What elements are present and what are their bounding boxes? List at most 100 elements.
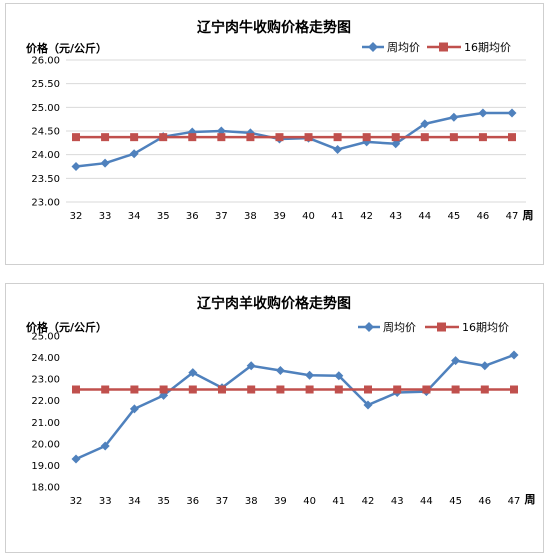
y-axis-label: 价格（元/公斤） [26, 320, 107, 334]
data-point-weekly [420, 119, 430, 129]
legend-avg-marker-icon [439, 42, 448, 52]
y-axis-label: 价格（元/公斤） [26, 41, 107, 55]
data-point-average [420, 133, 429, 142]
plot-area: 25.00 24.00 23.00 22.00 21.00 20.00 19.00 18.00… [31, 332, 520, 508]
x-axis-label: 周 [525, 493, 536, 506]
x-tick-label: 32 [70, 211, 83, 222]
data-point-average [480, 385, 489, 394]
data-point-weekly [100, 441, 110, 451]
data-point-average [362, 133, 371, 142]
data-point-weekly [71, 454, 81, 464]
legend-weekly-label: 周均价 [387, 41, 420, 54]
beef-price-chart-panel: 辽宁肉牛收购价格走势图 价格（元/公斤） 周 周均价 16期均价 26.00 25… [5, 3, 544, 265]
y-tick-label: 23.50 [31, 174, 60, 185]
data-point-average [451, 385, 460, 394]
y-tick-label: 20.00 [31, 439, 60, 450]
legend-weekly-marker-icon [368, 42, 378, 52]
y-tick-label: 22.00 [31, 396, 60, 407]
data-point-weekly [305, 370, 315, 380]
x-tick-label: 46 [478, 496, 491, 507]
x-tick-label: 42 [360, 211, 373, 222]
data-point-weekly [391, 139, 401, 149]
data-point-weekly [334, 371, 344, 381]
x-tick-label: 36 [186, 211, 199, 222]
x-tick-label: 41 [331, 211, 344, 222]
x-tick-label: 35 [157, 211, 170, 222]
x-tick-label: 36 [186, 496, 199, 507]
y-tick-label: 24.00 [31, 353, 60, 364]
series-line-weekly [75, 353, 515, 461]
x-tick-label: 45 [447, 211, 460, 222]
y-tick-label: 25.00 [31, 103, 60, 114]
data-point-average [159, 385, 168, 394]
x-tick-label: 47 [508, 496, 521, 507]
y-tick-label: 24.00 [31, 150, 60, 161]
data-point-weekly [246, 361, 256, 371]
data-point-average [159, 133, 168, 142]
x-tick-label: 32 [70, 496, 83, 507]
data-point-weekly [71, 162, 81, 171]
x-axis-label: 周 [523, 209, 534, 222]
x-tick-label: 39 [274, 496, 287, 507]
data-point-average [218, 385, 226, 394]
x-tick-label: 44 [418, 211, 431, 222]
data-point-average [508, 133, 516, 142]
data-point-weekly [509, 350, 519, 360]
data-point-weekly [188, 368, 198, 378]
legend-avg-label: 16期均价 [464, 41, 511, 54]
x-tick-label: 40 [302, 211, 315, 222]
x-tick-label: 47 [506, 211, 519, 222]
y-tick-label: 23.00 [31, 198, 60, 209]
x-tick-label: 37 [215, 211, 228, 222]
y-tick-label: 18.00 [31, 483, 60, 494]
data-point-average [247, 385, 256, 394]
data-point-weekly [480, 361, 490, 371]
data-point-weekly [159, 390, 169, 400]
data-point-average [305, 385, 314, 394]
data-point-average [246, 133, 255, 142]
data-point-average [276, 385, 285, 394]
data-point-average [510, 385, 518, 394]
y-tick-label: 21.00 [31, 418, 60, 429]
data-point-average [478, 133, 487, 142]
data-point-average [275, 133, 284, 142]
x-tick-label: 34 [128, 496, 141, 507]
data-point-weekly [478, 108, 488, 118]
data-point-weekly [507, 108, 517, 118]
y-tick-label: 26.00 [31, 56, 60, 67]
x-tick-label: 44 [420, 496, 433, 507]
x-tick-label: 43 [391, 496, 404, 507]
data-point-average [188, 133, 197, 142]
y-tick-label: 19.00 [31, 461, 60, 472]
data-point-average [333, 133, 342, 142]
data-point-average [72, 385, 80, 394]
data-point-average [304, 133, 313, 142]
data-point-average [393, 385, 402, 394]
data-point-average [334, 385, 343, 394]
x-tick-label: 33 [99, 496, 112, 507]
legend: 周均价 16期均价 [362, 41, 511, 54]
legend-weekly-label: 周均价 [383, 321, 416, 334]
plot-area: 26.00 25.50 25.00 24.50 24.00 23.50 23.00 32 33 3… [31, 56, 526, 222]
x-tick-label: 38 [244, 211, 257, 222]
y-tick-label: 25.50 [31, 79, 60, 90]
y-tick-label: 25.00 [31, 332, 60, 343]
chart-title: 辽宁肉牛收购价格走势图 [197, 19, 351, 36]
x-tick-label: 40 [303, 496, 316, 507]
legend-weekly-marker-icon [364, 322, 374, 332]
data-point-average [422, 385, 431, 394]
data-point-average [217, 133, 226, 142]
x-tick-label: 33 [99, 211, 112, 222]
legend-avg-marker-icon [437, 322, 446, 332]
y-tick-label: 24.50 [31, 127, 60, 138]
data-point-average [101, 133, 110, 142]
data-point-weekly [129, 149, 139, 159]
x-tick-label: 39 [273, 211, 286, 222]
data-point-average [130, 133, 139, 142]
data-point-weekly [451, 356, 461, 366]
chart-title: 辽宁肉羊收购价格走势图 [197, 295, 351, 312]
x-tick-label: 43 [389, 211, 402, 222]
x-tick-label: 45 [449, 496, 462, 507]
x-tick-label: 35 [157, 496, 170, 507]
x-tick-label: 38 [245, 496, 258, 507]
